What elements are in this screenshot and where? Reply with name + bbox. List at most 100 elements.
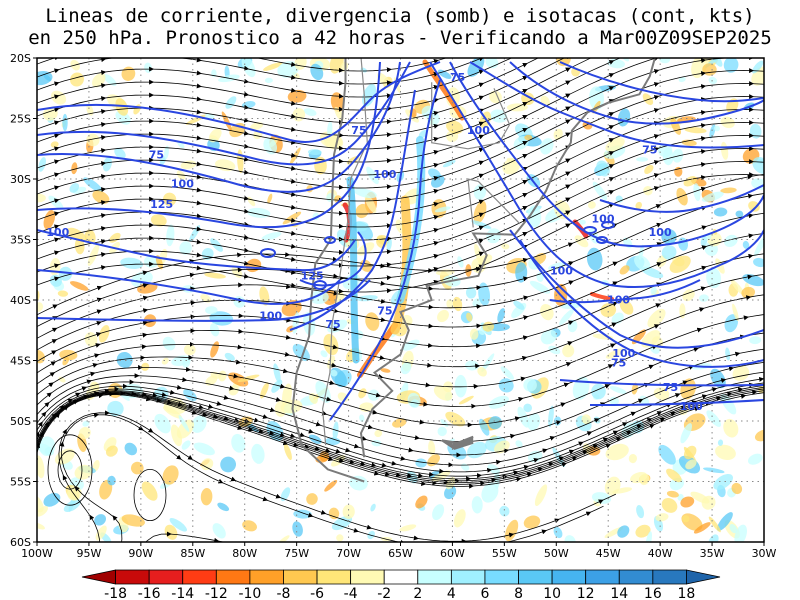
divergence-patch [162, 192, 177, 206]
divergence-patch [50, 141, 59, 148]
isotach-line [449, 61, 764, 248]
divergence-patch [605, 443, 629, 461]
lon-label: 35W [700, 547, 725, 560]
divergence-patch [78, 426, 91, 440]
colorbar-label: 14 [610, 586, 628, 600]
divergence-patch [753, 257, 764, 268]
isotach-label: 100 [649, 226, 672, 239]
divergence-patch [242, 520, 257, 532]
divergence-patch [336, 534, 344, 542]
divergence-patch [527, 205, 542, 228]
divergence-patch [661, 245, 677, 260]
streamline-arrow [32, 445, 35, 453]
colorbar-swatch [484, 569, 519, 585]
divergence-patch [162, 336, 176, 351]
streamline [37, 273, 764, 374]
colorbar-label: -6 [310, 586, 324, 600]
divergence-patch [320, 350, 328, 358]
divergence-patch [699, 294, 709, 302]
colorbar-swatch [115, 569, 150, 585]
divergence-patch [731, 482, 743, 495]
divergence-patch [69, 183, 80, 193]
divergence-patch [362, 83, 377, 107]
divergence-patch [325, 437, 341, 446]
divergence-patch [66, 227, 88, 243]
streamline [37, 58, 658, 163]
lon-label: 75W [284, 547, 309, 560]
divergence-patch [499, 505, 510, 517]
divergence-patch [215, 159, 236, 172]
divergence-patch [751, 178, 764, 190]
divergence-patch [368, 389, 380, 401]
divergence-patch [457, 256, 464, 268]
divergence-patch [330, 369, 338, 377]
divergence-patch [527, 413, 541, 431]
divergence-patch [635, 524, 651, 538]
divergence-patch [706, 267, 722, 289]
divergence-patch [164, 145, 169, 160]
divergence-patch [306, 493, 318, 505]
country-border [431, 82, 511, 150]
divergence-patch [43, 492, 61, 507]
divergence-patch [523, 515, 541, 529]
divergence-patch [669, 255, 691, 273]
falkland-islands [441, 435, 474, 450]
isotach-label: 100 [607, 294, 630, 307]
divergence-patch [170, 424, 183, 447]
divergence-patch [617, 525, 630, 538]
divergence-patch [444, 485, 457, 500]
divergence-patch [458, 395, 474, 405]
divergence-patch [283, 443, 292, 461]
streamline [37, 70, 764, 189]
colorbar-swatch [417, 569, 452, 585]
divergence-patch [224, 352, 235, 362]
divergence-band [590, 292, 614, 301]
divergence-patch [497, 308, 506, 323]
streamline-arrow [192, 46, 200, 47]
divergence-patch [99, 479, 113, 500]
divergence-patch [631, 382, 638, 395]
isotach-line [559, 379, 764, 387]
colorbar-label: 10 [543, 586, 561, 600]
isotach-label: 100 [680, 400, 703, 413]
divergence-patch [353, 188, 377, 199]
colorbar-swatch [450, 569, 486, 585]
isotach-label: 100 [171, 177, 194, 190]
divergence-patch [92, 459, 100, 472]
divergence-patch [200, 488, 213, 506]
divergence-patch [741, 286, 756, 299]
divergence-patch [574, 235, 589, 248]
divergence-patch [183, 344, 196, 356]
divergence-patch [501, 243, 510, 250]
divergence-patch [267, 193, 273, 204]
divergence-patch [260, 382, 269, 399]
streamline [37, 382, 764, 477]
divergence-patch [724, 234, 738, 247]
isotach-line [37, 229, 356, 272]
divergence-patch [490, 109, 508, 123]
isotach-line [599, 184, 764, 213]
divergence-patch [562, 344, 575, 358]
divergence-patch [742, 240, 750, 249]
divergence-patch [701, 191, 724, 202]
divergence-patch [553, 128, 563, 140]
divergence-patch [636, 505, 645, 519]
divergence-patch [218, 370, 227, 382]
divergence-patch [309, 290, 329, 305]
divergence-patch [162, 465, 179, 485]
divergence-patch [107, 475, 116, 486]
divergence-patch [277, 535, 290, 542]
divergence-patch [548, 405, 554, 428]
divergence-patch [479, 418, 490, 436]
divergence-patch [62, 357, 70, 366]
streamline [37, 58, 622, 150]
colorbar-label: -12 [205, 586, 228, 600]
divergence-patch [200, 294, 212, 303]
lon-label: 90W [128, 547, 153, 560]
divergence-patch [141, 481, 158, 501]
colorbar-swatch [81, 569, 116, 585]
divergence-patch [98, 324, 110, 343]
divergence-patch [540, 329, 557, 345]
